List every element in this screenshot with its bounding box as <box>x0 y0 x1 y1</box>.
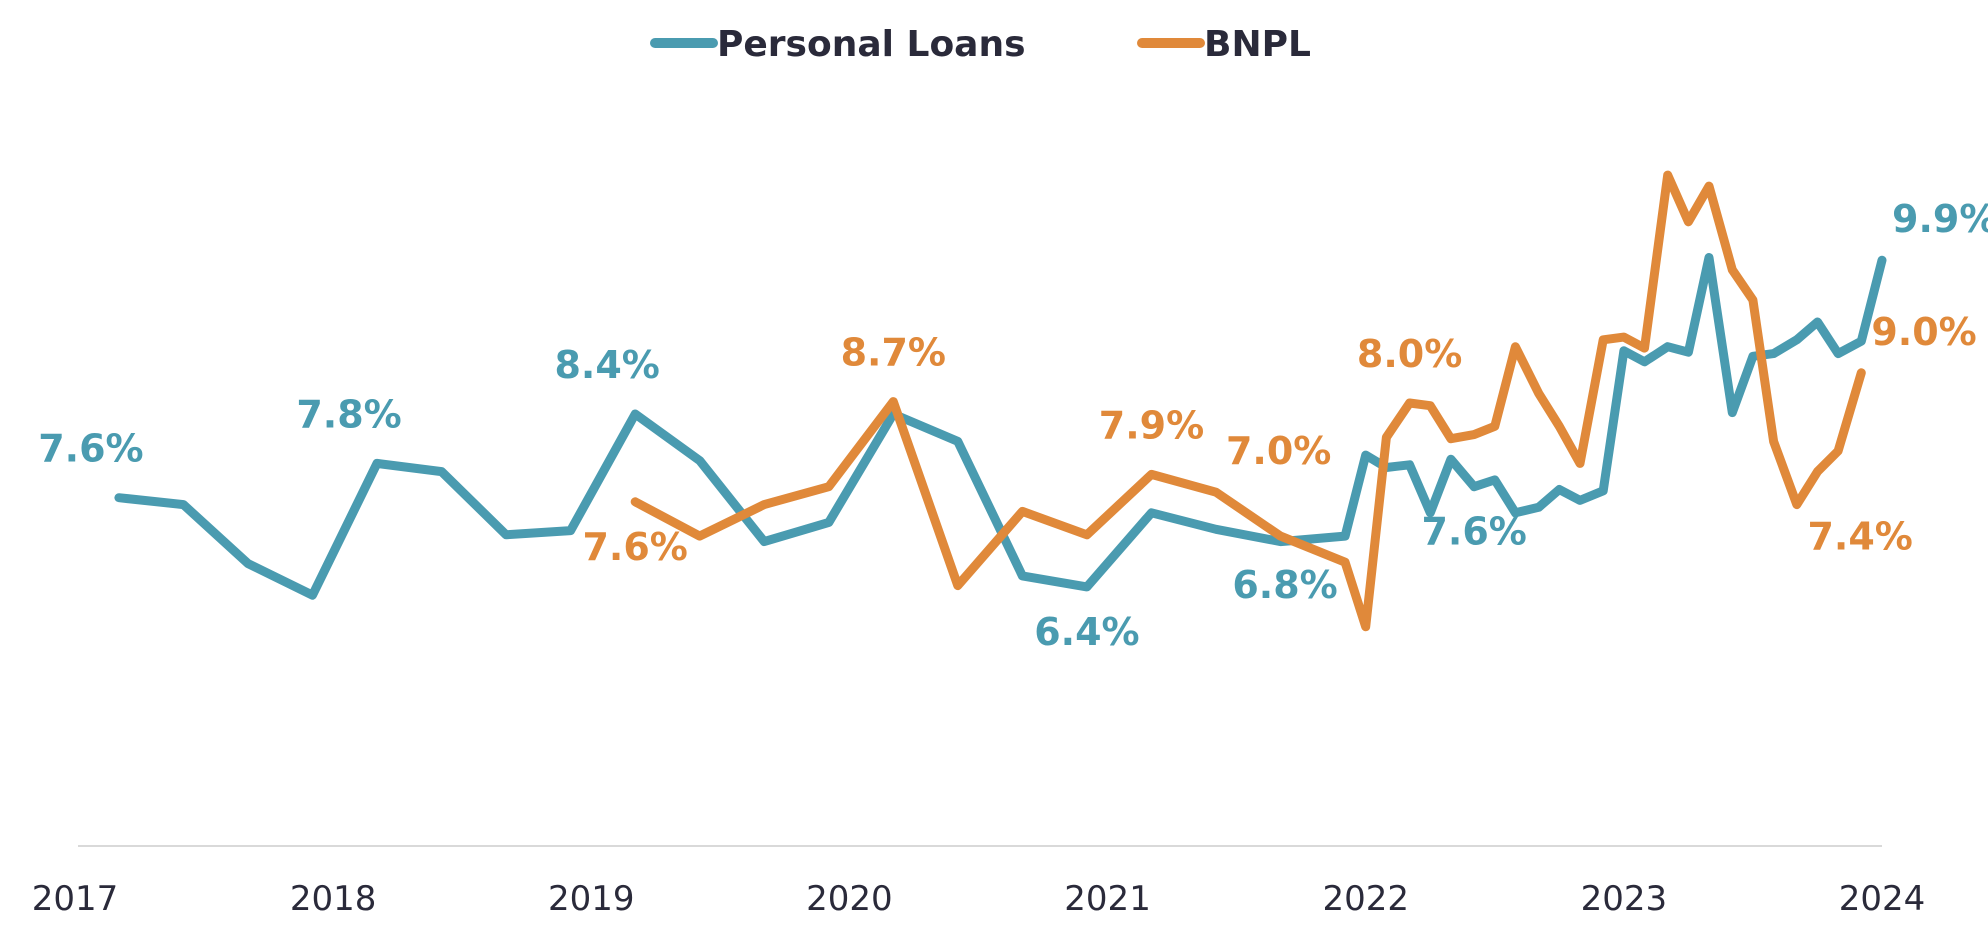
x-tick-label: 2020 <box>806 879 893 919</box>
data-label: 6.8% <box>1232 563 1337 607</box>
data-label: 7.9% <box>1099 403 1204 447</box>
data-labels: 7.6% 7.8% 8.4% 6.4% 6.8% 7.6% 9.9% 7.6% 8.7% 7.9%… <box>38 197 1988 654</box>
data-label: 7.4% <box>1807 515 1912 559</box>
data-label: 8.7% <box>841 331 946 375</box>
x-tick-label: 2021 <box>1064 879 1151 919</box>
legend-label-0: Personal Loans <box>717 24 1026 65</box>
data-label: 8.0% <box>1357 332 1462 376</box>
data-label: 7.8% <box>296 392 401 436</box>
series-line-1 <box>630 170 1866 632</box>
x-tick-label: 2022 <box>1322 879 1409 919</box>
data-label: 8.4% <box>554 343 659 387</box>
x-tick-label: 2019 <box>548 879 635 919</box>
series-lines <box>114 170 1887 632</box>
legend-label-1: BNPL <box>1204 24 1311 65</box>
data-label: 7.6% <box>1421 510 1526 554</box>
legend: Personal Loans BNPL <box>650 24 1311 65</box>
x-axis: 2017 2018 2019 2020 2021 2022 2023 2024 <box>32 845 1926 919</box>
x-tick-label: 2018 <box>290 879 377 919</box>
x-tick-label: 2023 <box>1581 879 1668 919</box>
data-label: 9.0% <box>1871 310 1976 354</box>
series-line-0 <box>114 253 1887 600</box>
x-tick-label: 2024 <box>1839 879 1926 919</box>
data-label: 6.4% <box>1034 610 1139 654</box>
x-tick-label: 2017 <box>32 879 119 919</box>
data-label: 7.6% <box>582 525 687 569</box>
data-label: 9.9% <box>1892 197 1988 241</box>
data-label: 7.0% <box>1226 429 1331 473</box>
data-label: 7.6% <box>38 427 143 471</box>
